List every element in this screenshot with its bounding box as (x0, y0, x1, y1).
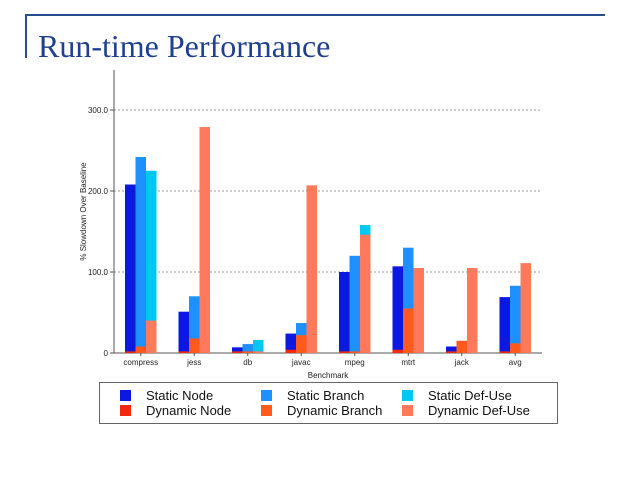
bar-static-def-use-db (253, 340, 264, 353)
title-accent-vertical-line (25, 14, 27, 58)
bar-static-node-jess (178, 311, 189, 353)
bar-dynamic-branch-mpeg (349, 351, 360, 353)
x-tick-label: mtrt (401, 358, 416, 367)
x-axis-label: Benchmark (308, 371, 349, 380)
bar-dynamic-node-jess (178, 351, 189, 353)
legend-label: Static Branch (287, 388, 365, 403)
bar-dynamic-branch-jess (189, 338, 200, 353)
bar-static-node-compress (125, 184, 136, 353)
legend-label: Static Node (146, 388, 214, 403)
bar-static-node-mpeg (339, 272, 350, 353)
y-tick-label: 200.0 (88, 187, 109, 196)
bar-static-branch-db (242, 344, 253, 353)
bar-dynamic-node-avg (499, 351, 510, 353)
chart-legend: Static Node Static Branch Static Def-Use Dy… (99, 382, 558, 424)
y-axis-label: % Slowdown Over Baseline (79, 162, 88, 261)
y-tick-label: 0 (104, 349, 109, 358)
x-tick-label: avg (509, 358, 522, 367)
slide-title: Run-time Performance (38, 28, 331, 64)
x-tick-label: javac (291, 358, 311, 367)
bar-dynamic-def-use-jack (467, 267, 478, 353)
bar-dynamic-def-use-mtrt (413, 267, 424, 353)
bar-static-branch-jess (189, 296, 200, 353)
bar-static-node-avg (499, 297, 510, 353)
legend-swatch (402, 405, 413, 416)
x-tick-label: jess (186, 358, 201, 367)
bar-static-branch-mtrt (403, 247, 414, 353)
bar-static-node-mtrt (392, 266, 403, 353)
bar-dynamic-node-javac (285, 349, 296, 353)
legend-label: Static Def-Use (428, 388, 512, 403)
bar-dynamic-branch-compress (135, 346, 146, 353)
y-tick-label: 300.0 (88, 106, 109, 115)
bar-dynamic-node-mtrt (392, 349, 403, 353)
bar-dynamic-node-mpeg (339, 351, 350, 353)
y-tick-label: 100.0 (88, 268, 109, 277)
x-tick-label: jack (454, 358, 470, 367)
bar-dynamic-branch-jack (456, 340, 467, 353)
x-tick-label: db (243, 358, 252, 367)
bar-dynamic-def-use-avg (520, 263, 531, 353)
bar-dynamic-node-db (232, 351, 243, 353)
legend-label: Dynamic Def-Use (428, 403, 530, 418)
bar-static-node-db (232, 347, 243, 353)
bar-static-node-jack (446, 346, 457, 353)
bar-static-def-use-compress (146, 170, 157, 353)
bar-dynamic-node-jack (446, 351, 457, 353)
bar-dynamic-def-use-compress (146, 320, 157, 353)
bar-static-branch-avg (510, 285, 521, 353)
bar-dynamic-def-use-javac (306, 185, 317, 353)
legend-swatch (261, 405, 272, 416)
legend-label: Dynamic Branch (287, 403, 383, 418)
bar-dynamic-branch-avg (510, 343, 521, 353)
bar-static-branch-compress (135, 156, 146, 353)
bar-dynamic-branch-javac (296, 335, 307, 353)
x-tick-label: compress (123, 358, 158, 367)
bar-dynamic-def-use-db (253, 351, 264, 353)
bar-dynamic-branch-mtrt (403, 308, 414, 353)
legend-swatch (120, 405, 131, 416)
legend-swatch (402, 390, 413, 401)
legend-swatch (261, 390, 272, 401)
bar-static-branch-mpeg (349, 255, 360, 353)
bar-dynamic-def-use-jess (199, 127, 210, 353)
x-tick-label: mpeg (345, 358, 365, 367)
title-accent-horizontal-line (25, 14, 605, 16)
bar-dynamic-branch-db (242, 351, 253, 353)
legend-swatch (120, 390, 131, 401)
bar-static-node-javac (285, 333, 296, 353)
bar-dynamic-def-use-mpeg (360, 234, 371, 353)
legend-label: Dynamic Node (146, 403, 232, 418)
bar-dynamic-node-compress (125, 351, 136, 353)
